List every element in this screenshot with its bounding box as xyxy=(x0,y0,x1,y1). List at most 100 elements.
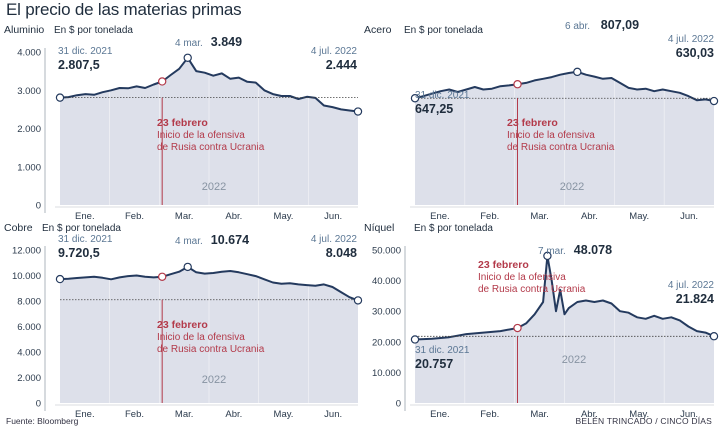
end-value-label: 21.824 xyxy=(676,292,714,306)
series-line xyxy=(414,70,715,102)
year-label: 2022 xyxy=(560,181,584,193)
x-tick-label: Feb. xyxy=(125,211,144,222)
series-line xyxy=(59,265,359,302)
peak-date-label: 4 mar. xyxy=(175,236,203,247)
x-tick-label: May. xyxy=(274,211,294,222)
x-tick-label: Mar. xyxy=(530,409,548,420)
x-tick-label: Ene. xyxy=(75,211,95,222)
event-text: Inicio de la ofensiva xyxy=(478,272,566,283)
x-tick-label: Ene. xyxy=(430,211,450,222)
end-marker xyxy=(709,332,719,341)
x-tick-label: Abr. xyxy=(581,409,598,420)
y-tick-label: 10.000 xyxy=(372,368,401,379)
end-value-label: 2.444 xyxy=(326,58,357,72)
source-note: Fuente: Bloomberg xyxy=(6,416,79,426)
y-tick-label: 50.000 xyxy=(372,246,401,257)
y-tick-label: 1.000 xyxy=(17,162,41,173)
y-tick-label: 0 xyxy=(36,399,41,410)
event-title: 23 febrero xyxy=(507,117,558,129)
peak-date-label: 4 mar. xyxy=(175,38,203,49)
start-date-label: 31 dic. 2021 xyxy=(58,234,113,245)
end-value-label: 630,03 xyxy=(676,46,714,60)
chart-unit: En $ por tonelada xyxy=(414,223,493,234)
x-tick-label: Mar. xyxy=(175,211,193,222)
cobre-chart: Cobre En $ por tonelada 12.000 10.000 8.000 6… xyxy=(4,222,363,420)
x-tick-label: Feb. xyxy=(480,409,499,420)
peak-value-label: 48.078 xyxy=(574,243,612,257)
year-label: 2022 xyxy=(202,181,226,193)
event-text: de Rusia contra Ucrania xyxy=(157,142,265,153)
y-tick-label: 3.000 xyxy=(17,86,41,97)
y-tick-label: 4.000 xyxy=(17,348,41,359)
y-tick-label: 0 xyxy=(36,201,41,212)
page-title: El precio de las materias primas xyxy=(6,0,242,19)
credit-note: BELÉN TRINCADO / CINCO DÍAS xyxy=(575,416,712,426)
end-date-label: 4 jul. 2022 xyxy=(311,234,358,245)
x-tick-label: Mar. xyxy=(530,211,548,222)
peak-marker xyxy=(543,251,552,261)
end-date-label: 4 jul. 2022 xyxy=(311,46,358,57)
peak-value-label: 3.849 xyxy=(211,35,242,49)
event-title: 23 febrero xyxy=(478,259,529,271)
event-text: de Rusia contra Ucrania xyxy=(507,142,615,153)
x-tick-label: May. xyxy=(629,409,649,420)
x-tick-label: Ene. xyxy=(75,409,95,420)
y-tick-label: 4.000 xyxy=(17,48,41,59)
start-value-label: 647,25 xyxy=(415,102,453,116)
event-marker xyxy=(513,323,522,333)
x-tick-label: Jun. xyxy=(680,409,698,420)
end-value-label: 8.048 xyxy=(326,246,357,260)
y-tick-label: 12.000 xyxy=(12,246,41,257)
x-tick-label: Jun. xyxy=(680,211,698,222)
x-tick-label: May. xyxy=(629,211,649,222)
year-label: 2022 xyxy=(202,374,226,386)
event-text: Inicio de la ofensiva xyxy=(157,130,245,141)
x-tick-label: Ene. xyxy=(430,409,450,420)
peak-value-label: 807,09 xyxy=(601,18,639,32)
event-title: 23 febrero xyxy=(157,319,208,331)
y-tick-label: 10.000 xyxy=(12,271,41,282)
y-tick-label: 30.000 xyxy=(372,307,401,318)
start-marker xyxy=(55,93,65,102)
start-marker xyxy=(55,274,65,284)
y-tick-label: 40.000 xyxy=(372,276,401,287)
start-marker xyxy=(410,335,420,344)
event-text: Inicio de la ofensiva xyxy=(507,130,595,141)
series-line xyxy=(59,56,359,113)
y-tick-label: 6.000 xyxy=(17,322,41,333)
end-marker xyxy=(353,296,363,305)
x-tick-label: Abr. xyxy=(581,211,598,222)
end-date-label: 4 jul. 2022 xyxy=(668,280,715,291)
start-date-label: 31 dic. 2021 xyxy=(58,46,113,57)
event-text: Inicio de la ofensiva xyxy=(157,332,245,343)
chart-title: Acero xyxy=(364,24,392,36)
aluminio-chart: Aluminio En $ por tonelada 4.000 3.000 2.000… xyxy=(4,24,363,222)
x-tick-label: May. xyxy=(274,409,294,420)
chart-unit: En $ por tonelada xyxy=(42,223,121,234)
chart-title: Cobre xyxy=(4,222,33,234)
peak-marker xyxy=(573,67,582,77)
x-tick-label: Feb. xyxy=(480,211,499,222)
chart-title: Aluminio xyxy=(4,24,44,36)
end-marker xyxy=(353,107,363,116)
acero-chart: Acero En $ por tonelada Ene. Feb. Mar. Abr. Ma… xyxy=(364,18,719,222)
x-tick-label: Jun. xyxy=(324,409,342,420)
y-tick-label: 20.000 xyxy=(372,337,401,348)
x-tick-label: Mar. xyxy=(175,409,193,420)
start-value-label: 2.807,5 xyxy=(58,58,100,72)
event-marker xyxy=(157,272,167,281)
start-marker xyxy=(410,94,420,103)
chart-unit: En $ por tonelada xyxy=(54,25,133,36)
y-tick-label: 2.000 xyxy=(17,373,41,384)
y-tick-label: 0 xyxy=(396,399,401,410)
event-marker xyxy=(157,77,167,86)
x-tick-label: Abr. xyxy=(225,409,242,420)
peak-date-label: 7 mar. xyxy=(538,246,566,257)
chart-title: Níquel xyxy=(364,222,394,234)
y-tick-label: 8.000 xyxy=(17,297,41,308)
start-value-label: 9.720,5 xyxy=(58,246,100,260)
end-date-label: 4 jul. 2022 xyxy=(668,34,715,45)
series-line xyxy=(414,254,715,341)
peak-date-label: 6 abr. xyxy=(565,21,590,32)
niquel-chart: Níquel En $ por tonelada 50.000 40.000 30.00… xyxy=(364,222,719,420)
